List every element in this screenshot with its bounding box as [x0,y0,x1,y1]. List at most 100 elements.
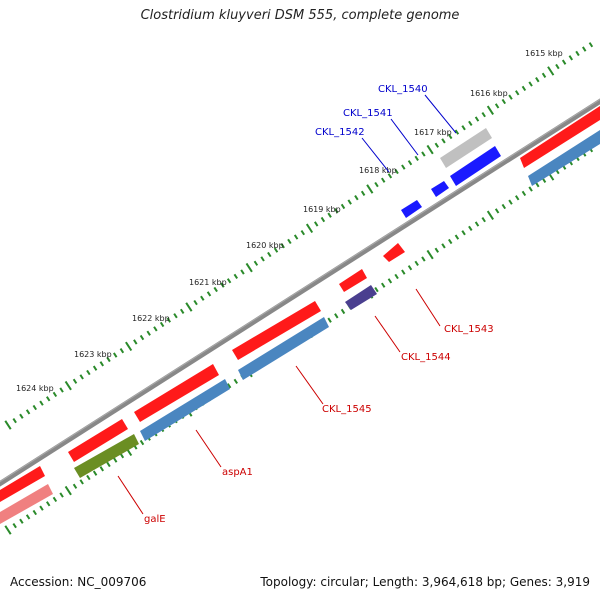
gene-label[interactable]: CKL_1544 [401,352,451,363]
minor-tick [394,273,399,280]
reverse-cds-feature[interactable] [528,130,600,186]
minor-tick [448,238,453,245]
minor-tick [535,77,540,83]
forward-cds-feature[interactable] [0,466,45,502]
minor-tick [441,243,446,249]
minor-tick [374,286,379,293]
forward-hit-feature[interactable] [431,181,449,197]
minor-tick [401,269,406,275]
minor-tick [92,365,98,371]
olive-feature[interactable] [74,434,139,478]
minor-tick [45,501,51,507]
forward-cds-feature[interactable] [232,301,321,360]
forward-hit-feature[interactable] [450,146,501,186]
minor-tick [79,479,84,485]
forward-cds-feature[interactable] [520,106,600,168]
minor-tick [340,308,346,315]
minor-tick [159,321,165,328]
minor-tick [434,247,440,253]
minor-tick [474,116,480,122]
minor-tick [260,256,265,262]
minor-tick [226,278,232,284]
minor-tick [12,522,17,529]
forward-cds-feature[interactable] [383,243,405,262]
minor-tick [541,72,547,78]
minor-tick [193,299,198,306]
minor-tick [86,369,91,376]
minor-tick [327,212,332,218]
major-tick [64,380,72,391]
minor-tick [233,273,239,280]
minor-tick [414,155,419,161]
major-tick [4,420,12,430]
minor-tick [555,63,560,70]
pink-feature[interactable] [0,484,53,524]
minor-tick [575,50,580,57]
forward-cds-feature[interactable] [339,269,367,292]
minor-tick [588,42,594,48]
genome-backbone [0,98,600,487]
minor-tick [360,190,366,196]
minor-tick [347,199,352,205]
minor-tick [407,265,413,271]
minor-tick [146,330,151,336]
backbone-line [0,98,600,487]
minor-tick [434,142,440,148]
minor-tick [86,474,91,481]
tick-label: 1616 kbp [470,89,508,98]
minor-tick [19,413,24,419]
minor-tick [508,199,513,205]
minor-tick [414,260,419,266]
forward-cds-feature[interactable] [134,364,219,422]
minor-tick [253,260,259,266]
minor-tick [25,514,31,520]
minor-tick [454,234,460,240]
minor-tick [320,216,326,223]
gene-label[interactable]: CKL_1541 [343,108,393,119]
minor-tick [334,313,339,319]
minor-tick [99,466,105,472]
gray-feature[interactable] [440,128,492,168]
reverse-hit-feature[interactable] [345,285,377,310]
map-title: Clostridium kluyveri DSM 555, complete g… [140,8,460,23]
accession-text: Accession: NC_009706 [10,575,147,589]
forward-hit-feature[interactable] [401,200,422,218]
minor-tick [106,461,111,468]
minor-tick [52,391,58,398]
major-tick [366,184,374,194]
minor-tick [206,291,212,297]
gene-label[interactable]: CKL_1543 [444,324,494,335]
minor-tick [32,509,38,516]
minor-tick [173,313,178,319]
leader-line [361,137,390,173]
gene-label[interactable]: CKL_1545 [322,404,372,415]
major-tick [486,105,494,116]
tick-label: 1615 kbp [525,49,563,58]
gene-label[interactable]: CKL_1542 [315,127,365,138]
tick-label: 1623 kbp [74,350,112,359]
minor-tick [79,374,84,380]
minor-tick [407,160,413,166]
leader-line [424,94,457,134]
minor-tick [32,404,38,411]
tick-label: 1624 kbp [16,384,54,393]
backbone-highlight [0,98,600,483]
topology-text: Topology: circular; Length: 3,964,618 bp… [260,575,590,589]
gene-label[interactable]: galE [144,514,166,525]
forward-cds-feature[interactable] [68,419,128,462]
tick-row-outer [4,42,594,430]
reverse-cds-feature[interactable] [238,317,329,380]
minor-tick [213,286,218,293]
minor-tick [293,234,299,240]
minor-tick [494,103,500,109]
gene-label[interactable]: aspA1 [222,467,253,478]
minor-tick [454,129,460,135]
minor-tick [508,94,513,100]
gene-label[interactable]: CKL_1540 [378,84,428,95]
minor-tick [133,339,138,345]
minor-tick [568,55,574,61]
major-tick [185,302,193,312]
minor-tick [441,138,446,144]
reverse-cds-feature[interactable] [140,379,230,441]
minor-tick [180,308,185,314]
